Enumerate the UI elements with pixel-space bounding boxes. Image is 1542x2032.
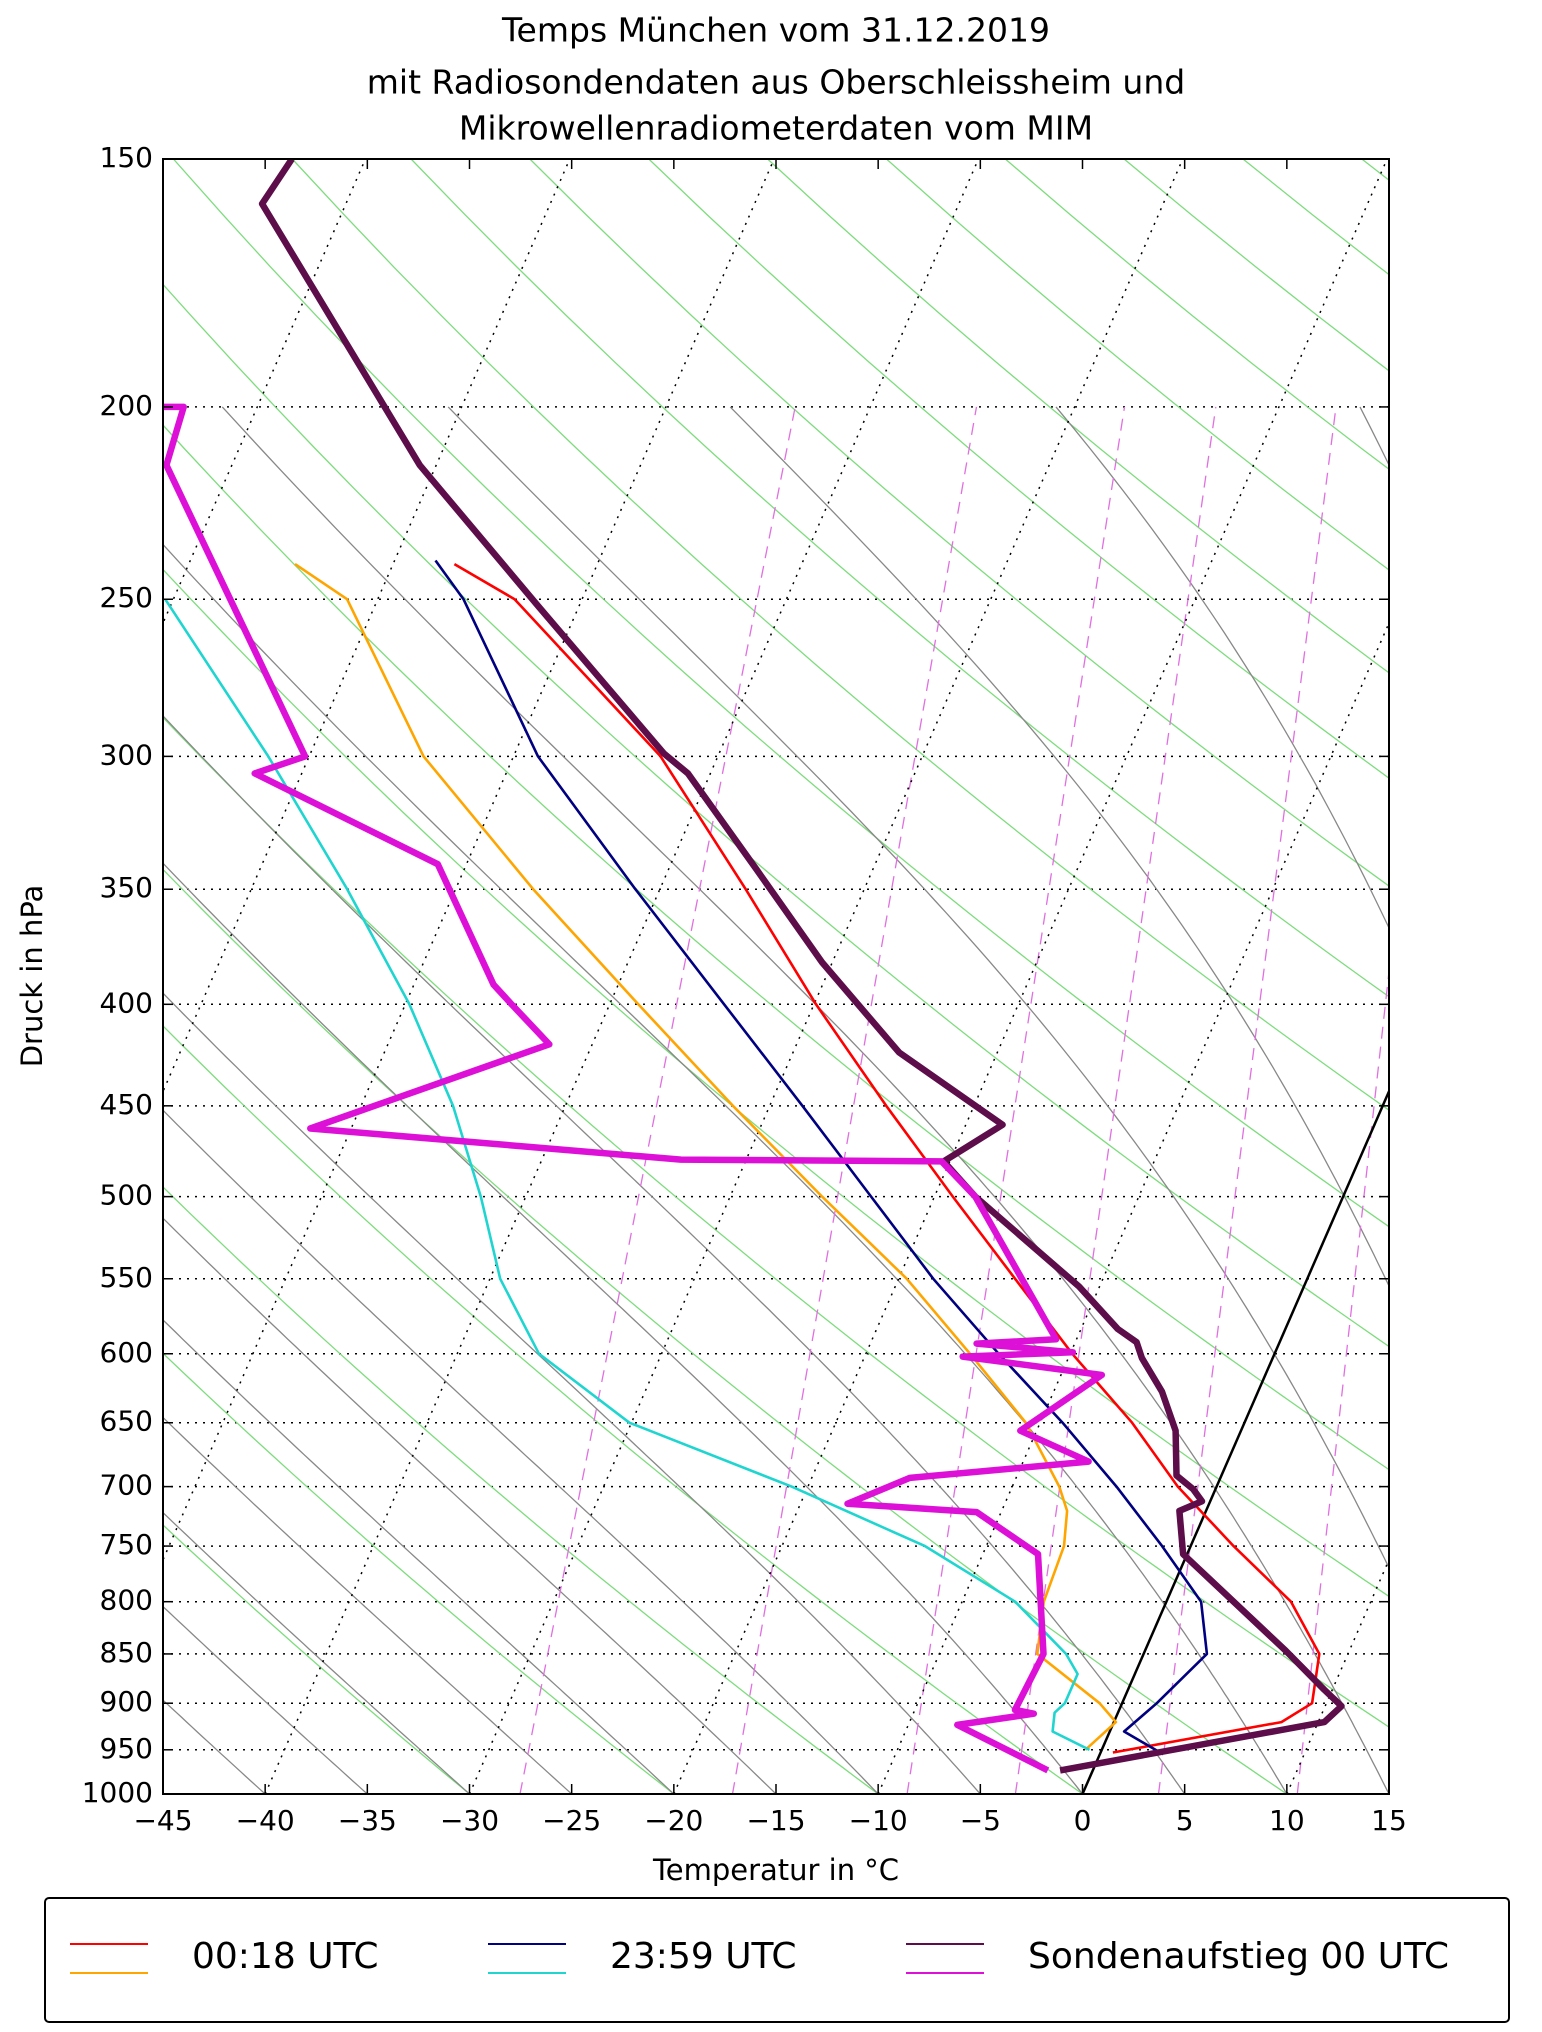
x-tick-label: −15 xyxy=(746,1804,805,1837)
x-tick-label: −35 xyxy=(338,1804,397,1837)
freezing-isotherm xyxy=(1081,1088,1389,1794)
y-tick-label: 850 xyxy=(100,1636,153,1669)
isotherm xyxy=(468,159,1184,1794)
x-tick-label: −45 xyxy=(133,1804,192,1837)
dry-adiabat xyxy=(163,568,1389,1598)
x-tick-label: −20 xyxy=(644,1804,703,1837)
x-axis-label: Temperatur in °C xyxy=(652,1853,899,1887)
chart-title: Temps München vom 31.12.2019 xyxy=(501,11,1050,50)
x-tick-label: 0 xyxy=(1074,1804,1092,1837)
mixing-ratio-line xyxy=(906,406,1126,1794)
moist-adiabat xyxy=(163,992,981,1794)
dry-adiabat xyxy=(172,159,1389,1228)
y-tick-label: 550 xyxy=(100,1261,153,1294)
y-tick-label: 650 xyxy=(100,1405,153,1438)
y-tick-label: 800 xyxy=(100,1584,153,1617)
x-tick-label: −5 xyxy=(960,1804,1001,1837)
temperature-profile xyxy=(258,159,1345,1774)
chart-title: mit Radiosondendaten aus Oberschleisshei… xyxy=(367,63,1185,102)
y-tick-label: 350 xyxy=(100,871,153,904)
dry-adiabat xyxy=(163,424,1389,1471)
dry-adiabat xyxy=(291,159,1389,1111)
moist-adiabat xyxy=(221,406,1389,1794)
axes: 1502002503003504004505005506006507007508… xyxy=(82,141,1407,1837)
y-tick-label: 500 xyxy=(100,1179,153,1212)
mixing-ratio-line xyxy=(1157,406,1337,1794)
y-tick-label: 400 xyxy=(100,986,153,1019)
y-tick-label: 900 xyxy=(100,1685,153,1718)
y-tick-label: 1000 xyxy=(82,1776,153,1809)
legend-entries: 00:18 UTC 23:59 UTC Sondenaufstieg 00 UTC xyxy=(70,1936,1449,1977)
moist-adiabat xyxy=(163,862,1084,1794)
isotherm xyxy=(877,621,1389,1794)
x-tick-label: −25 xyxy=(542,1804,601,1837)
moist-adiabat xyxy=(729,406,1389,1288)
y-tick-label: 750 xyxy=(100,1528,153,1561)
dry-adiabat xyxy=(163,1524,470,1794)
dewpoint-profile xyxy=(163,403,1106,1774)
dry-adiabat xyxy=(648,159,1389,779)
isotherm xyxy=(163,159,775,1562)
isotherm xyxy=(264,159,980,1794)
x-tick-label: 10 xyxy=(1269,1804,1305,1837)
y-tick-label: 150 xyxy=(100,141,153,174)
moist-adiabat xyxy=(163,1319,675,1794)
mixing-ratio-line xyxy=(1014,406,1217,1794)
background-lines xyxy=(163,159,1389,1794)
dry-adiabat xyxy=(410,159,1389,998)
y-tick-label: 450 xyxy=(100,1088,153,1121)
moist-adiabat xyxy=(163,1511,470,1794)
y-tick-label: 200 xyxy=(100,389,153,422)
dry-adiabat xyxy=(163,868,1288,1794)
isotherm xyxy=(673,159,1388,1794)
chart-title: Mikrowellenradiometerdaten vom MIM xyxy=(459,109,1093,148)
dry-adiabat xyxy=(163,1352,675,1794)
legend-label: Sondenaufstieg 00 UTC xyxy=(1028,1936,1449,1977)
profiles xyxy=(163,159,1345,1774)
y-tick-label: 700 xyxy=(100,1469,153,1502)
y-tick-label: 950 xyxy=(100,1732,153,1765)
x-tick-label: 15 xyxy=(1371,1804,1407,1837)
mixing-ratio-line xyxy=(731,406,978,1794)
dry-adiabat xyxy=(529,159,1389,887)
x-tick-label: 5 xyxy=(1176,1804,1194,1837)
legend-label: 00:18 UTC xyxy=(192,1936,379,1977)
x-tick-label: −10 xyxy=(849,1804,908,1837)
moist-adiabat xyxy=(163,1109,879,1794)
legend xyxy=(44,1897,1510,2023)
moist-adiabat xyxy=(163,1605,368,1794)
moist-adiabat xyxy=(163,714,1186,1794)
plot-frame xyxy=(162,158,1390,1795)
dewpoint-profile xyxy=(164,598,1091,1751)
dewpoint-profile xyxy=(294,563,1118,1751)
moist-adiabat xyxy=(163,1416,573,1794)
y-tick-label: 600 xyxy=(100,1336,153,1369)
mixing-ratio-line xyxy=(519,406,796,1794)
dry-adiabat xyxy=(163,1025,1083,1794)
moist-adiabat xyxy=(1055,406,1389,930)
dry-adiabat xyxy=(163,283,1389,1348)
y-tick-label: 250 xyxy=(100,581,153,614)
moist-adiabat xyxy=(163,1217,777,1794)
legend-label: 23:59 UTC xyxy=(610,1936,797,1977)
x-tick-label: −30 xyxy=(440,1804,499,1837)
dry-adiabat xyxy=(163,1186,879,1794)
y-axis-label: Druck in hPa xyxy=(15,885,49,1068)
x-tick-label: −40 xyxy=(236,1804,295,1837)
y-tick-label: 300 xyxy=(100,738,153,771)
